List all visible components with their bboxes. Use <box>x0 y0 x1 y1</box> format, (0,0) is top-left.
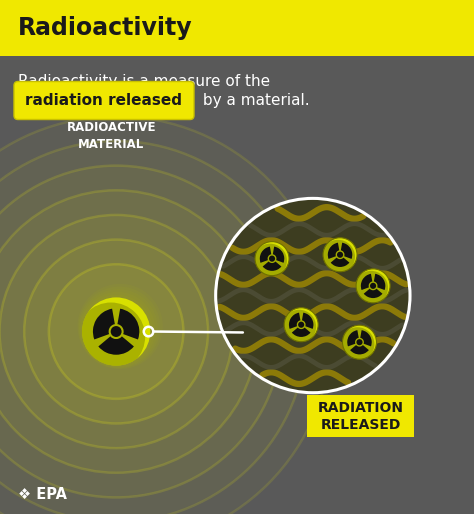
Wedge shape <box>341 243 352 259</box>
Wedge shape <box>361 274 372 290</box>
Circle shape <box>77 303 145 371</box>
Circle shape <box>370 283 376 289</box>
Text: RADIOACTIVE
MATERIAL: RADIOACTIVE MATERIAL <box>66 121 156 151</box>
Circle shape <box>255 242 289 276</box>
Wedge shape <box>93 309 115 339</box>
Circle shape <box>337 252 343 258</box>
Circle shape <box>110 326 122 337</box>
Circle shape <box>49 264 183 399</box>
FancyBboxPatch shape <box>14 82 194 120</box>
Wedge shape <box>289 313 301 329</box>
Wedge shape <box>273 247 284 263</box>
Wedge shape <box>328 243 339 259</box>
Circle shape <box>356 269 390 303</box>
Circle shape <box>354 271 388 305</box>
Text: ❖ EPA: ❖ EPA <box>18 487 67 502</box>
Circle shape <box>321 240 355 274</box>
Circle shape <box>80 292 155 367</box>
Wedge shape <box>263 262 282 271</box>
Circle shape <box>343 325 376 359</box>
Circle shape <box>0 215 233 448</box>
Text: radiation released: radiation released <box>26 93 182 108</box>
Circle shape <box>24 240 208 424</box>
Circle shape <box>81 295 153 366</box>
Circle shape <box>282 310 316 344</box>
Circle shape <box>79 289 158 368</box>
Circle shape <box>340 327 374 361</box>
Wedge shape <box>292 327 310 337</box>
Circle shape <box>0 166 282 498</box>
Text: by a material.: by a material. <box>198 93 310 108</box>
Bar <box>0 0 474 56</box>
Wedge shape <box>260 247 271 263</box>
Wedge shape <box>331 258 349 267</box>
Wedge shape <box>118 309 139 339</box>
Wedge shape <box>374 274 385 290</box>
Circle shape <box>77 284 163 369</box>
Circle shape <box>284 308 318 342</box>
Text: RADIATION
RELEASED: RADIATION RELEASED <box>318 401 404 432</box>
Circle shape <box>78 287 160 369</box>
Wedge shape <box>98 336 134 355</box>
Circle shape <box>298 322 304 328</box>
Wedge shape <box>347 330 359 346</box>
Circle shape <box>269 255 275 262</box>
Wedge shape <box>360 330 372 346</box>
Circle shape <box>356 339 363 345</box>
Circle shape <box>323 238 357 272</box>
FancyBboxPatch shape <box>308 395 414 437</box>
Wedge shape <box>302 313 313 329</box>
Text: Radioactivity is a measure of the: Radioactivity is a measure of the <box>18 74 270 88</box>
Circle shape <box>253 244 287 278</box>
Wedge shape <box>364 289 383 298</box>
Circle shape <box>82 298 150 365</box>
Wedge shape <box>350 345 369 355</box>
Circle shape <box>216 198 410 393</box>
Circle shape <box>0 141 307 514</box>
Text: Radioactivity: Radioactivity <box>18 16 192 40</box>
Circle shape <box>0 190 257 473</box>
